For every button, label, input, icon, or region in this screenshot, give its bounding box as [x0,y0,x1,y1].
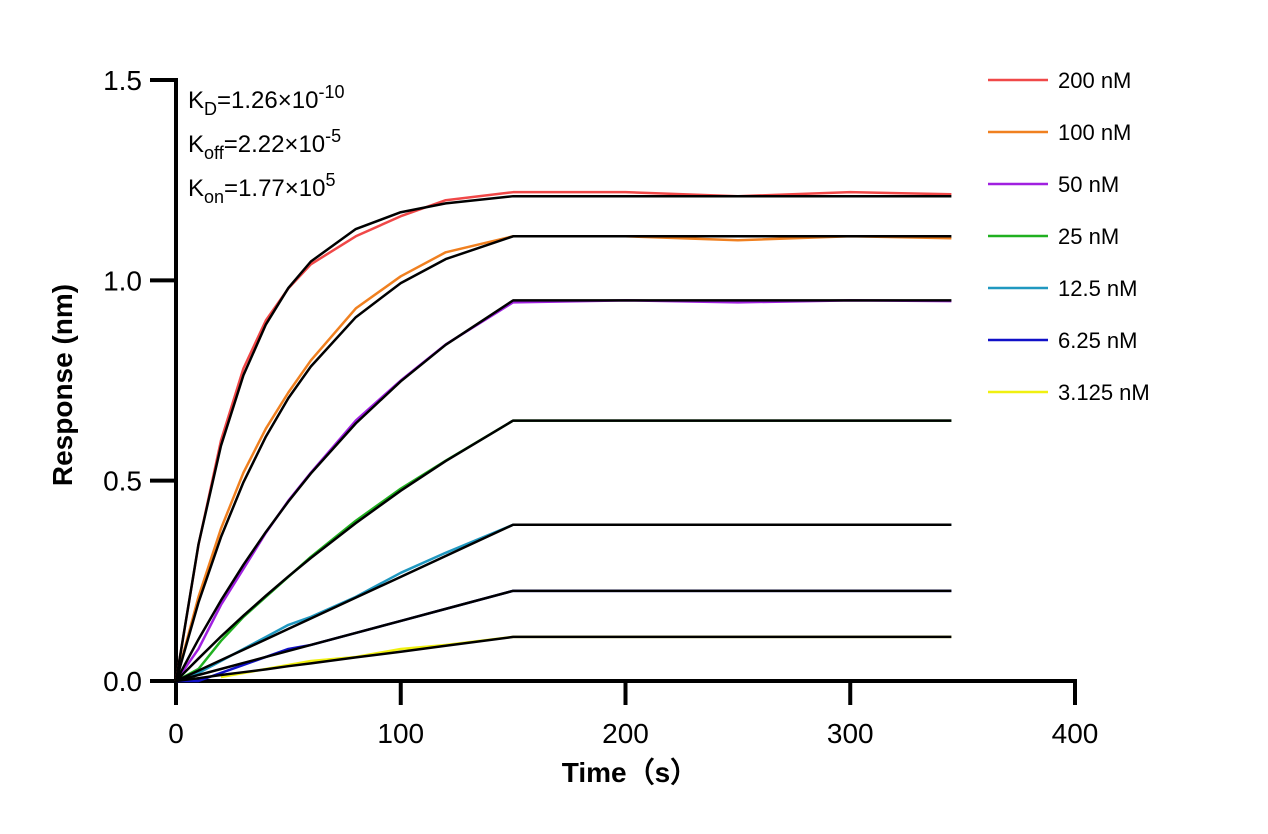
y-tick-label: 1.0 [103,265,142,296]
legend-label: 100 nM [1058,120,1131,145]
fit-line [175,523,952,683]
annotation-sup: 5 [325,170,335,190]
annotation: Kon=1.77×105 [188,170,336,207]
annotation: KD=1.26×10-10 [188,82,344,119]
legend-label: 25 nM [1058,224,1119,249]
annotation-sub: on [204,187,224,207]
fit-line [175,589,952,683]
annotation-sup: -5 [325,126,341,146]
legend-label: 6.25 nM [1058,328,1138,353]
fit-line [174,299,952,682]
x-tick-label: 200 [602,718,649,749]
annotation-sub: D [204,99,217,119]
y-axis-title: Response (nm) [47,284,78,486]
annotation-main: K [188,87,204,114]
annotation-sub: off [204,143,225,163]
x-tick-label: 300 [827,718,874,749]
annotation: Koff=2.22×10-5 [188,126,341,163]
annotation-text: =2.22×10 [224,131,325,158]
legend-label: 50 nM [1058,172,1119,197]
annotation-main: K [188,131,204,158]
fit-line [175,419,952,682]
x-tick-label: 400 [1052,718,1099,749]
y-tick-label: 1.5 [103,65,142,96]
data-line [174,190,952,682]
x-tick-label: 100 [377,718,424,749]
data-line [174,299,952,682]
x-tick-label: 0 [168,718,184,749]
data-line [220,635,952,679]
data-line [174,235,952,682]
x-axis-title: Time（s） [562,756,698,788]
fit-line [174,235,952,682]
annotation-main: K [188,175,204,202]
y-tick-label: 0.5 [103,466,142,497]
data-line [175,523,952,683]
fit-line [174,194,952,682]
annotation-text: =1.77×10 [224,175,325,202]
annotation-sup: -10 [318,82,344,102]
annotation-text: =1.26×10 [217,87,318,114]
legend-label: 3.125 nM [1058,380,1150,405]
legend-label: 12.5 nM [1058,276,1138,301]
y-tick-label: 0.0 [103,666,142,697]
legend-label: 200 nM [1058,68,1131,93]
data-line [175,419,952,683]
fit-line [175,635,952,683]
